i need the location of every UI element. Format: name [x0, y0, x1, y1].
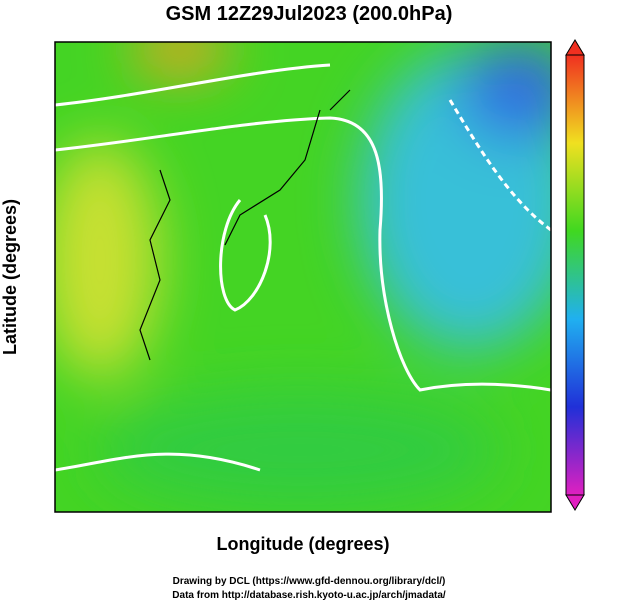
y-axis-label: Latitude (degrees) [0, 199, 20, 355]
x-axis-label: Longitude (degrees) [216, 534, 389, 554]
plot-frame [54, 41, 552, 513]
title: GSM 12Z29Jul2023 (200.0hPa) [166, 3, 453, 25]
colorbar [565, 39, 585, 511]
contours [55, 63, 551, 472]
credit: Drawing by DCL (https://www.gfd-dennou.o… [173, 576, 446, 587]
field [55, 42, 551, 512]
credit: Data from http://database.rish.kyoto-u.a… [172, 590, 446, 601]
coastline [139, 89, 351, 361]
